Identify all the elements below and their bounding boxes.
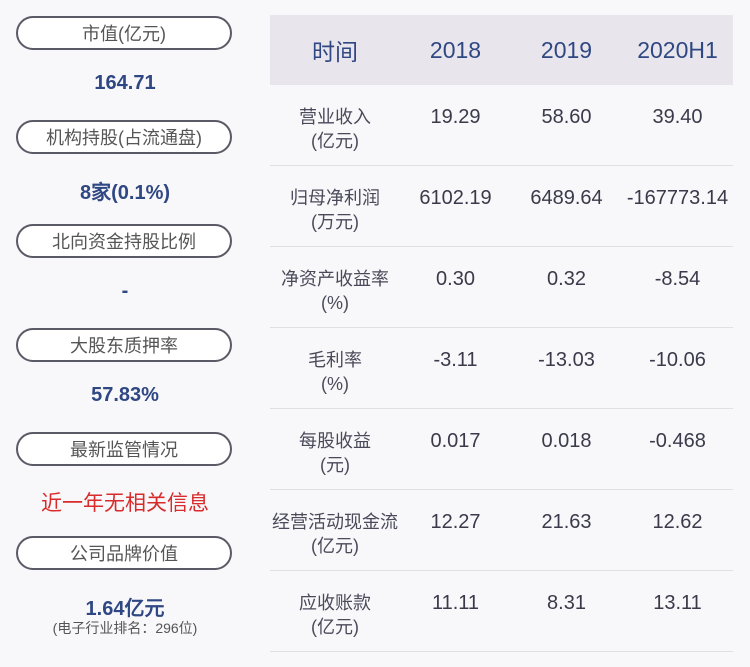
row-label: 每股收益 (元) (299, 431, 371, 475)
table-cell: 8.31 (547, 592, 586, 614)
row-label: 应收账款 (亿元) (299, 593, 371, 637)
summary-panel: 市值(亿元) 164.71 机构持股(占流通盘) 8家(0.1%) 北向资金持股… (0, 0, 250, 667)
table-row: 每股收益 (元) 0.017 0.018 -0.468 (270, 409, 733, 490)
regulation-value: 近一年无相关信息 (41, 492, 209, 515)
table-cell: -167773.14 (626, 187, 729, 209)
table-cell: 0.018 (541, 430, 592, 452)
table-row: 净资产收益率 (%) 0.30 0.32 -8.54 (270, 247, 733, 328)
pledge-ratio-value: 57.83% (91, 384, 159, 406)
table-row: 经营活动现金流 (亿元) 12.27 21.63 12.62 (270, 490, 733, 571)
market-cap-value: 164.71 (94, 72, 156, 94)
header-time: 时间 (312, 39, 358, 65)
row-label: 营业收入 (亿元) (299, 107, 371, 151)
table-cell: -10.06 (649, 349, 706, 371)
table-cell: 6489.64 (530, 187, 603, 209)
table-row: 毛利率 (%) -3.11 -13.03 -10.06 (270, 328, 733, 409)
row-label: 毛利率 (%) (308, 350, 362, 394)
northbound-holding-value: - (121, 280, 129, 302)
table-cell: -8.54 (654, 268, 701, 290)
regulation-label: 最新监管情况 (16, 432, 232, 466)
table-cell: 11.11 (431, 592, 480, 614)
table-cell: 0.017 (430, 430, 481, 452)
table-header: 时间 2018 2019 2020H1 (270, 15, 733, 85)
table-cell: 0.30 (436, 268, 475, 290)
header-2020h1: 2020H1 (637, 36, 718, 63)
table-cell: 6102.19 (419, 187, 492, 209)
table-cell: 39.40 (652, 106, 703, 128)
table-cell: 13.11 (653, 592, 702, 614)
row-label: 净资产收益率 (%) (281, 269, 389, 313)
header-2019: 2019 (540, 36, 593, 63)
table-row: 营业收入 (亿元) 19.29 58.60 39.40 (270, 85, 733, 166)
table-cell: 12.27 (430, 511, 481, 533)
table-row: 应收账款 (亿元) 11.11 8.31 13.11 (270, 571, 733, 652)
table-cell: 58.60 (541, 106, 592, 128)
table-cell: -13.03 (538, 349, 595, 371)
table-cell: 12.62 (652, 511, 703, 533)
institution-holding-label: 机构持股(占流通盘) (16, 120, 232, 154)
financial-table: 时间 2018 2019 2020H1 营业收入 (亿元) 19.29 58.60… (270, 15, 733, 652)
table-cell: 0.32 (547, 268, 586, 290)
table-row: 归母净利润 (万元) 6102.19 6489.64 -167773.14 (270, 166, 733, 247)
header-2018: 2018 (429, 36, 482, 63)
brand-value: 1.64亿元 (85, 598, 165, 620)
brand-value-label: 公司品牌价值 (16, 536, 232, 570)
brand-rank-note: (电子行业排名：296位) (52, 620, 198, 636)
institution-holding-value: 8家(0.1%) (79, 182, 171, 204)
table-cell: -3.11 (433, 349, 478, 371)
table-cell: 21.63 (541, 511, 592, 533)
pledge-ratio-label: 大股东质押率 (16, 328, 232, 362)
table-cell: -0.468 (649, 430, 706, 452)
table-cell: 19.29 (430, 106, 481, 128)
market-cap-label: 市值(亿元) (16, 16, 232, 50)
row-label: 归母净利润 (万元) (290, 188, 380, 232)
northbound-holding-label: 北向资金持股比例 (16, 224, 232, 258)
row-label: 经营活动现金流 (亿元) (272, 512, 398, 556)
